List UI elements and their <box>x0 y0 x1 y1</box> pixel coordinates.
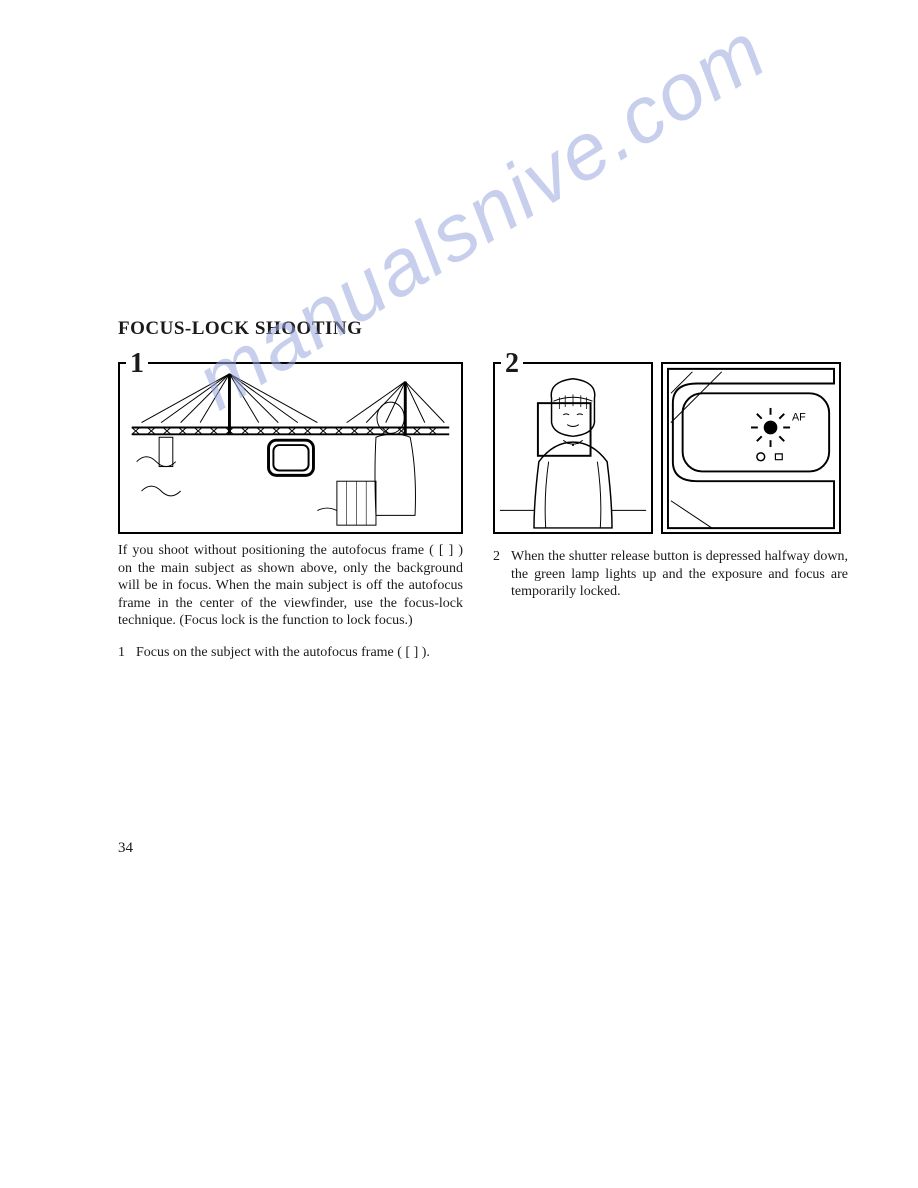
figure-2b: AF <box>661 362 841 534</box>
left-column: 1 <box>118 362 463 661</box>
step-1: 1 Focus on the subject with the autofocu… <box>118 644 463 662</box>
step-2-number: 2 <box>493 548 503 601</box>
figure-2-row: 2 <box>493 362 848 534</box>
step-2: 2 When the shutter release button is dep… <box>493 548 848 601</box>
page-title: FOCUS-LOCK SHOOTING <box>118 318 848 340</box>
figure-2-number: 2 <box>501 350 523 378</box>
step-1-number: 1 <box>118 644 128 662</box>
manual-page: FOCUS-LOCK SHOOTING 1 <box>118 318 848 661</box>
bridge-illustration <box>120 364 461 532</box>
af-label: AF <box>792 412 806 424</box>
right-column: 2 <box>493 362 848 661</box>
step-1-text: Focus on the subject with the autofocus … <box>136 644 463 662</box>
figure-2a: 2 <box>493 362 653 534</box>
step-2-text: When the shutter release button is depre… <box>511 548 848 601</box>
figure-1-number: 1 <box>126 350 148 378</box>
content-columns: 1 <box>118 362 848 661</box>
figure-1: 1 <box>118 362 463 534</box>
person-illustration <box>495 364 651 532</box>
page-number: 34 <box>118 840 133 857</box>
camera-illustration: AF <box>663 364 839 532</box>
intro-paragraph: If you shoot without positioning the aut… <box>118 542 463 630</box>
